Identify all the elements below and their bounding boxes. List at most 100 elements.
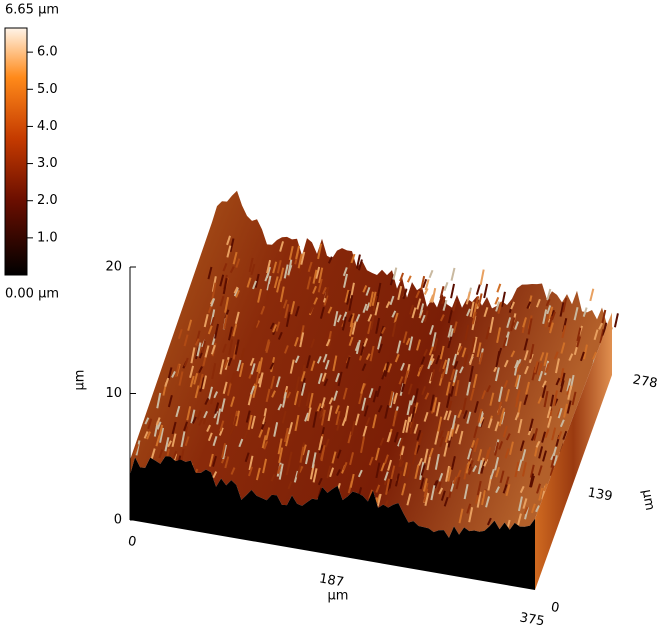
surface-texture — [261, 435, 267, 449]
surface-texture — [541, 380, 547, 388]
surface-texture — [447, 336, 453, 349]
surface-texture — [250, 385, 255, 395]
surface-texture — [164, 377, 170, 387]
surface-texture — [542, 483, 548, 492]
surface-texture — [201, 339, 207, 354]
surface-texture — [277, 403, 283, 411]
surface-texture — [208, 386, 213, 400]
surface-texture — [542, 450, 547, 462]
surface-texture — [272, 324, 278, 333]
surface-texture — [484, 449, 490, 462]
surface-texture — [461, 347, 467, 358]
surface-texture — [527, 318, 533, 335]
surface-texture — [234, 339, 240, 355]
surface-texture — [258, 429, 264, 438]
surface-texture — [443, 496, 449, 507]
surface-texture — [523, 338, 529, 351]
surface-texture — [411, 307, 417, 319]
surface-texture — [468, 466, 473, 475]
surface-texture — [385, 478, 391, 495]
surface-texture — [448, 427, 454, 441]
surface-texture — [592, 351, 597, 360]
surface-texture — [522, 498, 528, 509]
surface-texture — [456, 469, 462, 478]
surface-texture — [510, 350, 516, 358]
surface-texture — [285, 432, 290, 447]
surface-texture — [549, 322, 554, 334]
surface-texture — [204, 397, 210, 405]
surface-texture — [533, 361, 539, 374]
surface-texture — [515, 374, 521, 390]
surface-texture — [240, 348, 246, 362]
surface-texture — [441, 367, 447, 379]
colorbar-tick-label: 5.0 — [37, 82, 58, 97]
surface-texture — [494, 457, 500, 471]
surface-texture — [475, 284, 481, 295]
surface-texture — [381, 370, 387, 380]
surface-texture — [462, 410, 468, 419]
surface-texture — [219, 359, 225, 375]
surface-texture — [270, 473, 276, 482]
surface-texture — [250, 263, 256, 276]
surface-texture — [235, 258, 241, 268]
surface-texture — [543, 390, 549, 408]
surface-texture — [546, 305, 552, 315]
surface-texture — [368, 291, 374, 307]
surface-texture — [133, 443, 139, 455]
surface-texture — [194, 385, 200, 399]
surface-texture — [202, 375, 208, 390]
surface-texture — [287, 480, 293, 490]
surface-texture — [158, 449, 164, 459]
surface-texture — [277, 438, 283, 455]
surface-texture — [341, 417, 347, 427]
surface-texture — [438, 487, 444, 495]
surface-texture — [483, 307, 489, 318]
surface-texture — [180, 431, 186, 448]
x-axis-label: µm — [328, 589, 349, 604]
surface-texture — [210, 344, 216, 355]
surface-texture — [498, 441, 504, 450]
surface-texture — [322, 286, 327, 295]
surface-texture — [457, 345, 463, 353]
surface-texture — [466, 380, 472, 396]
surface-texture — [220, 398, 226, 412]
surface-texture — [523, 506, 529, 515]
surface-texture — [420, 314, 426, 324]
surface-texture — [530, 433, 536, 441]
surface-texture — [374, 447, 380, 461]
surface-texture — [317, 243, 323, 260]
surface-texture — [517, 418, 523, 434]
surface-texture — [178, 371, 184, 386]
surface-texture — [389, 295, 395, 306]
surface-texture — [461, 397, 467, 415]
surface-texture — [504, 448, 510, 459]
surface-texture — [556, 408, 562, 417]
surface-texture — [503, 379, 509, 389]
surface-texture — [316, 355, 322, 364]
surface-texture — [336, 418, 342, 431]
surface-texture — [277, 331, 283, 340]
surface-texture — [317, 373, 323, 385]
surface-texture — [275, 321, 281, 332]
surface-texture — [545, 298, 551, 307]
surface-texture — [177, 328, 183, 340]
surface-top — [130, 190, 612, 538]
surface-texture — [438, 430, 444, 439]
surface-texture — [439, 314, 445, 322]
z-tick-label: 10 — [105, 386, 122, 401]
surface-texture — [529, 343, 535, 360]
surface-texture — [429, 394, 435, 411]
surface-texture — [397, 285, 403, 301]
surface-texture — [505, 483, 511, 497]
surface-texture — [450, 456, 456, 470]
surface-texture — [342, 311, 348, 321]
surface-texture — [539, 352, 545, 362]
surface-texture — [324, 438, 330, 448]
surface-texture — [172, 450, 178, 460]
surface-texture — [333, 390, 339, 401]
surface-texture — [544, 314, 550, 328]
surface-texture — [393, 392, 398, 405]
surface-texture — [257, 372, 263, 384]
surface-texture — [466, 308, 471, 317]
surface-texture — [458, 430, 464, 445]
